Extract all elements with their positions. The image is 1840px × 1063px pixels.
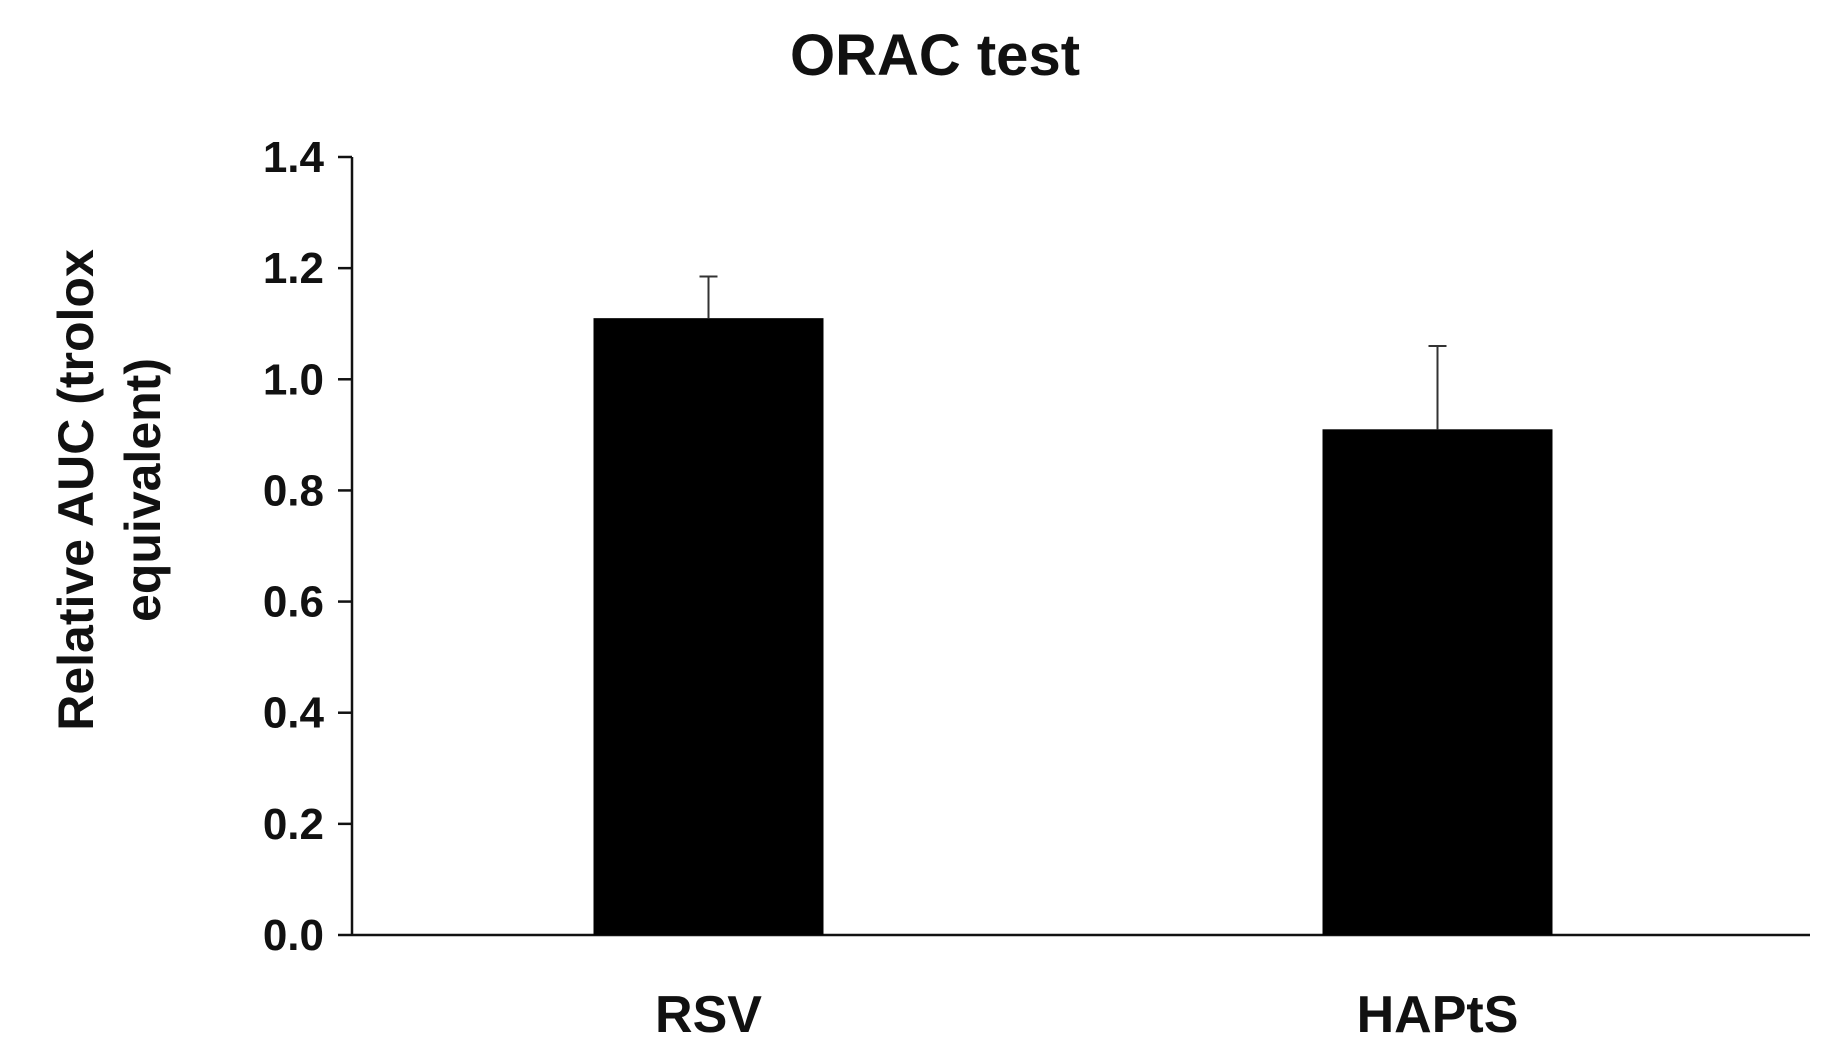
y-tick-label: 0.8 xyxy=(263,466,324,515)
y-tick-label: 1.4 xyxy=(263,133,325,182)
bars xyxy=(593,318,1553,936)
bar-hapts xyxy=(1322,429,1553,935)
y-axis-label: Relative AUC (trolox equivalent) xyxy=(48,249,171,731)
y-tick-label: 1.2 xyxy=(263,244,324,293)
error-bars xyxy=(699,275,1447,430)
y-tick-label: 0.4 xyxy=(263,689,325,738)
y-tick-label: 1.0 xyxy=(263,355,324,404)
y-tick-label: 0.0 xyxy=(263,911,324,960)
y-ticks: 0.0 0.2 0.4 0.6 0.8 1.0 1.2 1.4 xyxy=(263,133,352,960)
x-tick-label-hapts: HAPtS xyxy=(1357,986,1519,1044)
axes xyxy=(350,157,1810,937)
x-tick-labels: RSV HAPtS xyxy=(655,986,1518,1044)
chart-title: ORAC test xyxy=(790,23,1080,88)
y-axis-label-line-1: Relative AUC (trolox xyxy=(48,249,104,731)
bar-rsv xyxy=(593,318,824,936)
y-axis-label-line-2: equivalent) xyxy=(115,358,171,622)
x-tick-label-rsv: RSV xyxy=(655,986,762,1044)
y-tick-label: 0.2 xyxy=(263,800,324,849)
y-tick-label: 0.6 xyxy=(263,578,324,627)
